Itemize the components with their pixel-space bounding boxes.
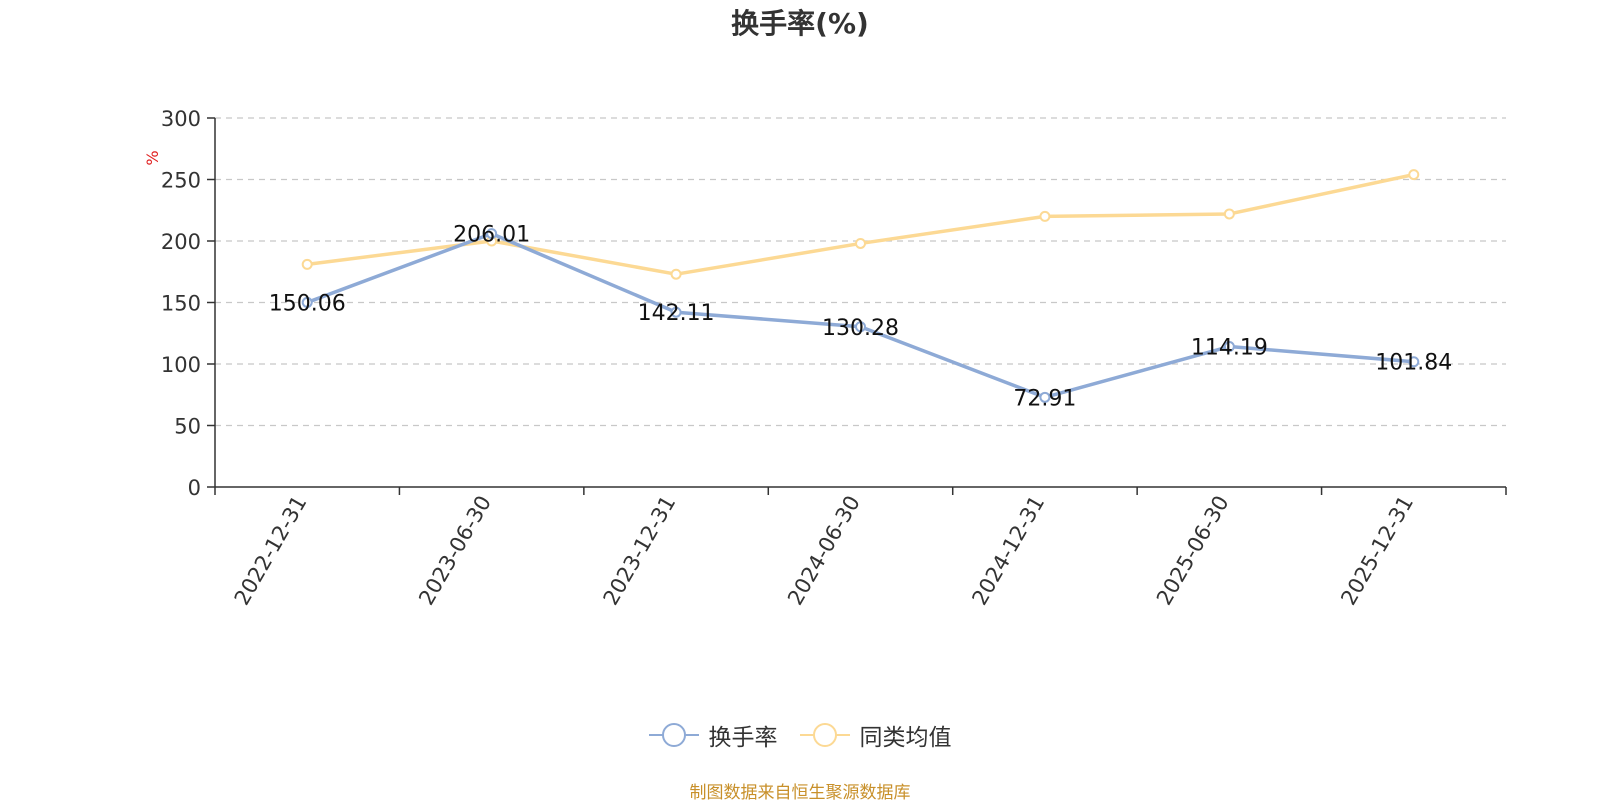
y-tick-label: 300 <box>161 107 201 131</box>
x-tick-label: 2023-12-31 <box>599 492 681 610</box>
data-label: 150.06 <box>269 291 346 316</box>
data-point <box>670 306 682 318</box>
data-label: 72.91 <box>1013 386 1076 411</box>
y-tick-label: 250 <box>161 169 201 193</box>
circle-line-marker-icon <box>648 723 699 747</box>
line-chart: 0 50 100 150 200 250 300% 2022-12-31 2023-06-30 2… <box>143 107 1507 610</box>
y-tick-label: 200 <box>161 230 201 254</box>
data-point <box>1039 210 1051 222</box>
data-label: 130.28 <box>822 316 899 341</box>
y-tick-label: 0 <box>188 476 201 500</box>
data-point <box>301 258 313 270</box>
x-tick-label: 2025-06-30 <box>1152 492 1234 610</box>
legend: 换手率 同类均值 <box>0 718 1600 752</box>
x-tick-label: 2024-12-31 <box>967 492 1049 610</box>
data-label: 206.01 <box>453 223 530 248</box>
x-tick-label: 2022-12-31 <box>230 492 312 610</box>
x-tick-label: 2023-06-30 <box>414 491 496 609</box>
data-point <box>1039 391 1051 403</box>
data-point <box>1408 169 1420 181</box>
data-label: 142.11 <box>638 301 715 326</box>
y-tick-label: 150 <box>161 292 201 316</box>
circle-line-marker-icon <box>799 723 850 747</box>
data-point <box>486 228 498 240</box>
data-label: 114.19 <box>1191 336 1268 361</box>
x-tick-label: 2025-12-31 <box>1336 492 1418 610</box>
y-tick-label: 50 <box>174 415 201 439</box>
data-point <box>855 321 866 333</box>
data-point <box>1223 208 1235 220</box>
chart-title: 换手率(%) <box>731 7 869 40</box>
source-note: 制图数据来自恒生聚源数据库 <box>689 783 911 803</box>
data-point <box>1223 341 1235 353</box>
data-point <box>670 268 682 280</box>
data-point <box>855 237 866 249</box>
data-point <box>301 296 313 308</box>
y-tick-label: 100 <box>161 353 201 377</box>
legend-label: 换手率 <box>708 725 778 751</box>
legend-item-turnover[interactable]: 换手率 <box>648 718 778 752</box>
x-tick-label: 2024-06-30 <box>783 492 865 610</box>
legend-label: 同类均值 <box>859 725 952 751</box>
legend-item-peer-average[interactable]: 同类均值 <box>799 718 952 752</box>
data-label: 101.84 <box>1375 351 1452 376</box>
data-point <box>1408 356 1420 368</box>
y-axis-label: % <box>143 150 162 165</box>
